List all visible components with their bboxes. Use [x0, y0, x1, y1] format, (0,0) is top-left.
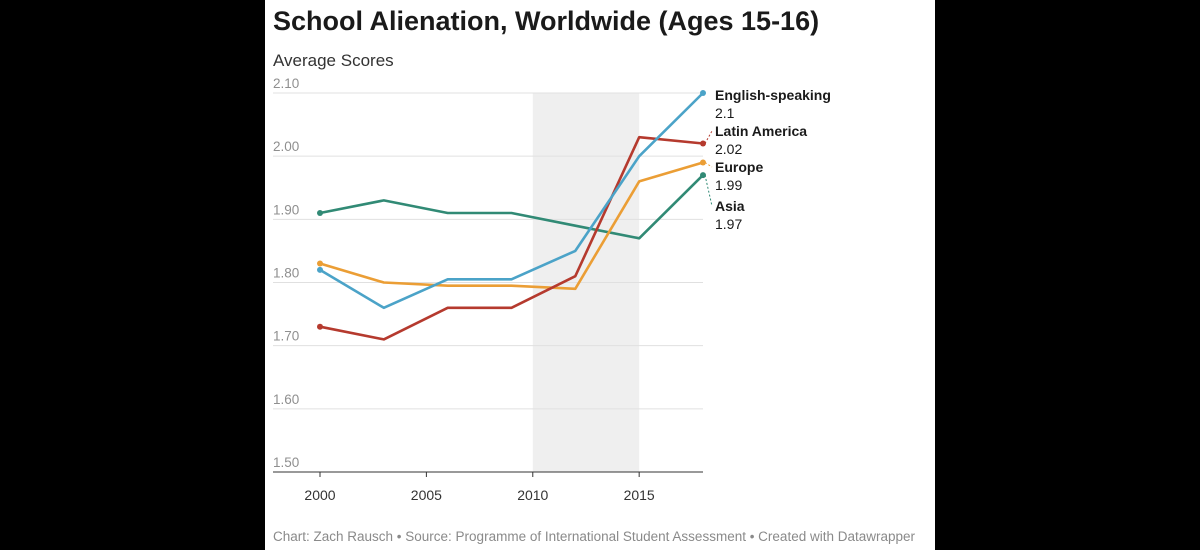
series-value-latin-america: 2.02: [715, 141, 742, 157]
x-tick-label: 2005: [411, 487, 442, 503]
chart-subtitle: Average Scores: [273, 51, 394, 70]
chart-card: School Alienation, Worldwide (Ages 15-16…: [265, 0, 935, 550]
series-start-point-europe: [317, 260, 323, 267]
series-label-europe: Europe: [715, 159, 763, 175]
y-tick-label: 1.90: [273, 202, 299, 217]
chart-title: School Alienation, Worldwide (Ages 15-16…: [273, 6, 820, 36]
series-label-latin-america: Latin America: [715, 123, 807, 139]
label-connector-europe: [704, 162, 713, 168]
series-end-point-english-speaking: [700, 90, 706, 96]
series-start-point-english-speaking: [317, 266, 323, 273]
y-axis-ticks-layer: 2.10 2.00 1.90 1.80 1.70 1.60 1.50: [273, 76, 299, 470]
series-lines-layer: [317, 90, 706, 341]
y-tick-label: 1.60: [273, 392, 299, 407]
label-connector-latin-america: [704, 130, 713, 144]
series-line-europe: [318, 161, 705, 291]
y-tick-label: 2.00: [273, 139, 299, 154]
series-value-asia: 1.97: [715, 216, 742, 232]
x-tick-label: 2000: [304, 487, 335, 503]
series-value-english-speaking: 2.1: [715, 105, 735, 121]
x-tick-label: 2010: [517, 487, 548, 503]
series-label-english-speaking: English-speaking: [715, 87, 831, 103]
y-tick-label: 1.80: [273, 266, 299, 281]
series-end-point-asia: [700, 172, 706, 179]
series-labels-layer: English-speaking 2.1 Latin America 2.02 Euro…: [704, 87, 831, 232]
y-tick-label: 2.10: [273, 76, 299, 91]
series-start-point-latin-america: [317, 323, 323, 330]
series-line-english-speaking: [318, 91, 705, 310]
series-line-asia: [318, 173, 705, 240]
series-line-latin-america: [318, 135, 705, 341]
y-tick-label: 1.70: [273, 329, 299, 344]
x-axis-ticks-layer: 2000 2005 2010 2015: [304, 472, 655, 503]
chart-source-note: Chart: Zach Rausch • Source: Programme o…: [273, 529, 916, 544]
series-end-point-latin-america: [700, 140, 706, 147]
series-start-point-asia: [317, 210, 323, 217]
line-chart: 2.10 2.00 1.90 1.80 1.70 1.60 1.50 2000 2005 201…: [273, 76, 831, 503]
gridlines-layer: [273, 92, 703, 473]
x-tick-label: 2015: [624, 487, 655, 503]
series-value-europe: 1.99: [715, 177, 742, 193]
series-label-asia: Asia: [715, 198, 745, 214]
label-connector-asia: [704, 175, 713, 207]
series-end-point-europe: [700, 159, 706, 166]
y-tick-label: 1.50: [273, 455, 299, 470]
